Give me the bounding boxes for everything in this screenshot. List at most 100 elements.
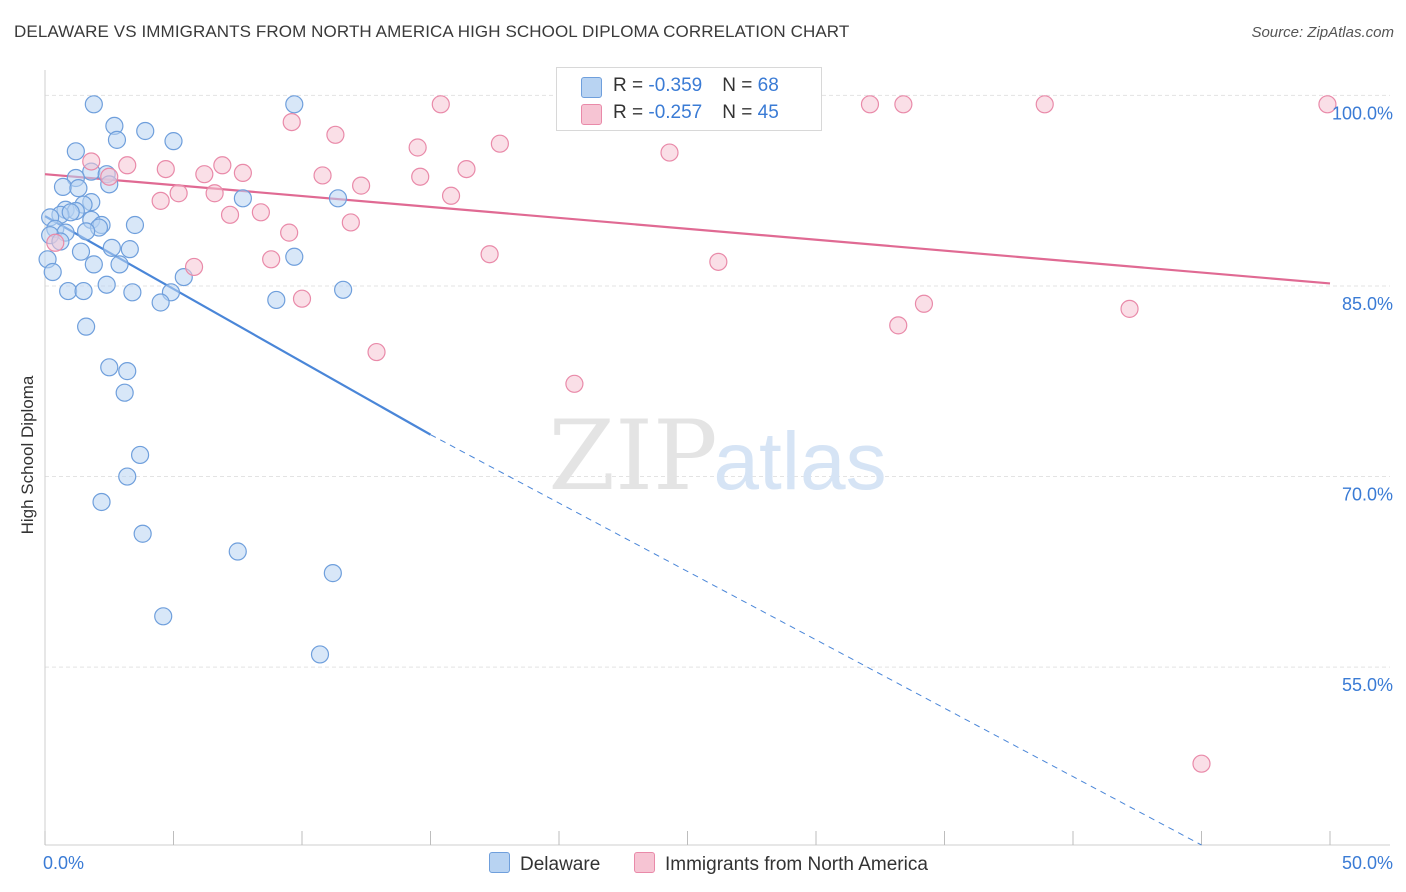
immigrants-trend-line <box>44 173 1331 285</box>
delaware-point <box>118 467 137 486</box>
chart-title: DELAWARE VS IMMIGRANTS FROM NORTH AMERIC… <box>14 22 850 41</box>
delaware-point <box>77 222 96 241</box>
immigrants-point <box>282 112 301 132</box>
delaware-legend-swatch <box>489 852 510 873</box>
immigrants-point <box>860 95 880 114</box>
x-tick-label-max: 50.0% <box>1342 853 1393 873</box>
delaware-point <box>267 290 286 310</box>
delaware-point <box>285 95 304 114</box>
delaware-point <box>61 203 80 222</box>
tick-labels: 55.0% 70.0% 85.0% 100.0% 0.0% 50.0% <box>43 103 1393 873</box>
n-value: 45 <box>757 102 779 123</box>
legend-item-immigrants: Immigrants from North America <box>634 852 928 876</box>
delaware-point <box>328 189 348 208</box>
delaware-point <box>97 275 116 294</box>
immigrants-point <box>213 156 232 175</box>
delaware-point <box>125 215 145 235</box>
delaware-point <box>115 383 134 402</box>
r-label: R = <box>613 75 649 96</box>
immigrants-point <box>292 289 312 308</box>
delaware-point <box>74 281 93 301</box>
r-value: -0.257 <box>648 102 703 123</box>
delaware-point <box>92 492 111 512</box>
immigrants-point <box>1318 95 1337 114</box>
watermark-zip: ZIP <box>548 400 717 512</box>
immigrants-point <box>565 374 584 393</box>
delaware-point <box>71 242 91 261</box>
legend-label-delaware: Delaware <box>520 854 601 875</box>
delaware-point <box>154 607 173 626</box>
immigrants-point <box>431 95 450 114</box>
immigrants-point <box>457 159 476 179</box>
immigrants-point <box>441 186 461 205</box>
stats-text: R = -0.257 N = 45 <box>613 102 779 124</box>
delaware-point <box>164 132 183 151</box>
delaware-point <box>77 317 96 336</box>
y-tick-label: 100.0% <box>1332 103 1393 123</box>
delaware-point <box>130 445 150 465</box>
immigrants-point <box>262 250 281 269</box>
delaware-point <box>123 283 142 302</box>
immigrants-point <box>169 184 188 203</box>
y-tick-label: 85.0% <box>1342 294 1393 314</box>
immigrants-point <box>118 156 137 175</box>
immigrants-point <box>280 223 299 242</box>
immigrants-legend-swatch <box>634 852 655 873</box>
immigrants-point <box>341 213 360 232</box>
delaware-point <box>233 189 252 208</box>
immigrants-point <box>660 143 679 162</box>
stats-text: R = -0.359 N = 68 <box>613 75 779 97</box>
watermark: ZIP atlas <box>548 400 886 512</box>
delaware-point <box>285 247 304 266</box>
immigrants-point <box>184 257 204 277</box>
delaware-trend-extension <box>430 434 1202 846</box>
axes <box>44 70 1390 846</box>
immigrants-point <box>82 152 101 171</box>
delaware-point <box>43 262 62 282</box>
immigrants-point <box>46 233 65 252</box>
immigrants-point <box>313 166 332 185</box>
immigrants-point <box>326 125 345 144</box>
delaware-point <box>228 542 247 561</box>
delaware-point <box>110 255 129 274</box>
delaware-point <box>53 177 73 196</box>
x-tick-label-min: 0.0% <box>43 853 84 873</box>
delaware-point <box>102 238 121 257</box>
immigrants-point <box>408 138 427 157</box>
data-points <box>38 95 1337 773</box>
n-label: N = <box>722 75 758 96</box>
immigrants-point <box>100 167 119 186</box>
delaware-point <box>84 95 103 114</box>
delaware-point <box>107 130 127 149</box>
immigrants-point <box>151 191 170 210</box>
delaware-point <box>323 564 342 583</box>
immigrants-point <box>352 176 371 195</box>
delaware-point <box>310 645 330 664</box>
delaware-swatch <box>581 77 602 98</box>
n-value: 68 <box>757 75 779 96</box>
delaware-point <box>133 524 152 543</box>
r-label: R = <box>613 102 649 123</box>
delaware-point <box>59 281 78 301</box>
immigrants-point <box>220 205 240 224</box>
immigrants-point <box>889 316 908 335</box>
n-label: N = <box>722 102 758 123</box>
immigrants-point <box>367 342 386 362</box>
y-tick-label: 55.0% <box>1342 675 1393 695</box>
delaware-point <box>84 255 103 274</box>
immigrants-point <box>411 167 430 186</box>
delaware-point <box>66 142 85 161</box>
delaware-point <box>334 280 353 299</box>
watermark-atlas: atlas <box>713 416 886 507</box>
grid-lines <box>45 94 1390 668</box>
delaware-point <box>151 293 170 312</box>
y-tick-label: 70.0% <box>1342 485 1393 505</box>
immigrants-point <box>480 245 499 264</box>
delaware-point <box>69 179 88 198</box>
immigrants-point <box>233 163 252 183</box>
immigrants-point <box>195 165 214 184</box>
immigrants-point <box>914 294 934 313</box>
legend-label-immigrants: Immigrants from North America <box>665 854 928 875</box>
immigrants-point <box>156 159 175 179</box>
